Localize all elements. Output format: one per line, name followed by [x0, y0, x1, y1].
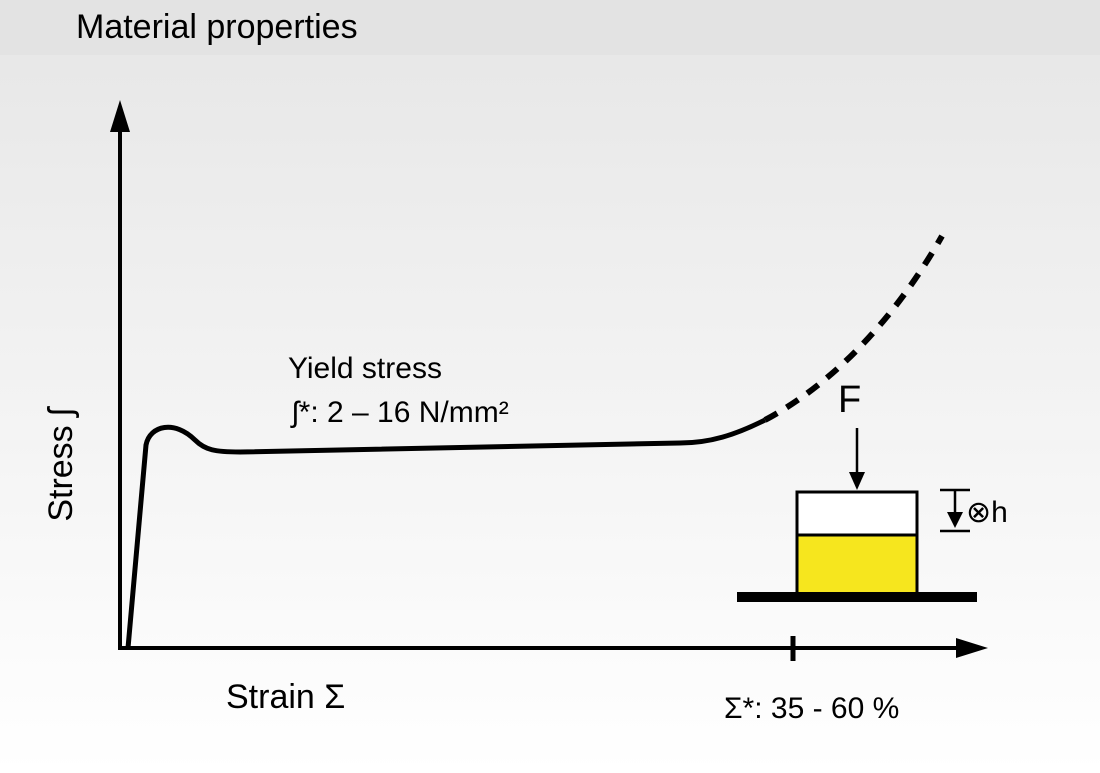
- strain-range: Σ*: 35 - 60 %: [724, 692, 899, 725]
- y-axis-label: Stress ʃ: [42, 406, 80, 522]
- specimen-compressed: [795, 533, 919, 597]
- yield-title: Yield stress: [288, 352, 442, 385]
- yield-range: ʃ*: 2 – 16 N/mm²: [290, 396, 509, 429]
- stress-strain-curve: [125, 417, 767, 649]
- specimen-top: [795, 490, 919, 537]
- y-axis-arrow: [110, 100, 130, 132]
- x-axis-label: Strain Σ: [226, 678, 345, 716]
- force-arrow-head: [849, 472, 865, 490]
- hardening-curve: [763, 234, 945, 423]
- force-label: F: [838, 379, 861, 421]
- title-band: [0, 0, 1100, 55]
- height-label: ⊗h: [966, 496, 1008, 529]
- height-arrow-head: [947, 512, 963, 528]
- base-plate: [737, 592, 977, 602]
- slide-title: Material properties: [76, 8, 358, 46]
- x-axis-arrow: [956, 638, 988, 658]
